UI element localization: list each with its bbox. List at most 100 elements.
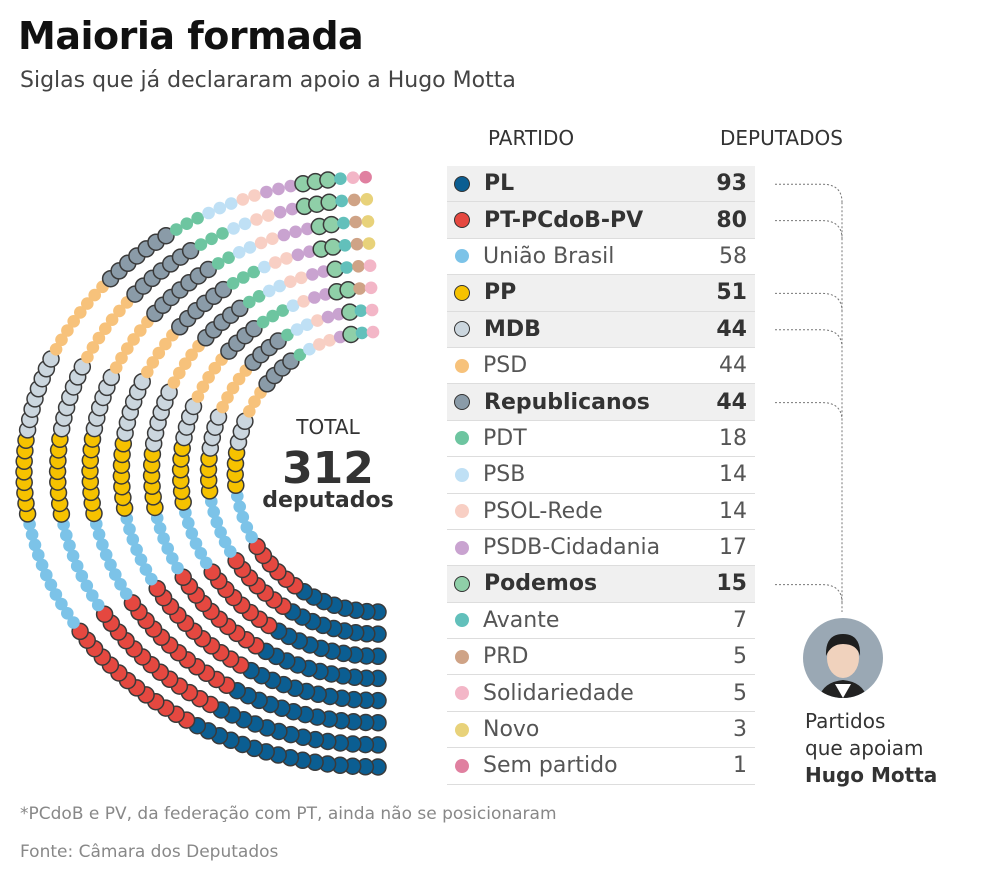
seat-dot — [60, 528, 73, 542]
party-row: PSD 44 — [447, 348, 755, 385]
seat-dot — [295, 271, 308, 285]
seat-dot — [214, 526, 227, 539]
seat-dot — [216, 400, 229, 414]
seat-dot — [221, 391, 234, 404]
seat-dot — [323, 334, 336, 347]
seat-dot — [152, 346, 166, 360]
seat-dot — [199, 260, 217, 279]
source: Fonte: Câmara dos Deputados — [20, 842, 279, 862]
seat-dot — [247, 265, 260, 279]
seat-dot — [109, 568, 122, 581]
party-color-dot — [455, 249, 469, 264]
seat-dot — [260, 185, 273, 199]
seat-dot — [227, 222, 240, 235]
party-seats: 5 — [733, 680, 747, 706]
party-seats: 3 — [733, 717, 747, 743]
seat-dot — [256, 315, 270, 329]
seat-dot — [134, 553, 148, 566]
party-seats: 14 — [719, 462, 747, 488]
seat-dot — [350, 237, 364, 251]
seat-dot — [254, 236, 268, 250]
connector-line — [775, 292, 843, 312]
seat-dot — [269, 256, 282, 269]
page-title: Maioria formada — [18, 14, 364, 58]
seat-dot — [361, 215, 375, 228]
party-name: PSB — [483, 462, 526, 488]
party-seats: 7 — [733, 607, 747, 633]
supporters-caption: Partidos que apoiam Hugo Motta — [805, 708, 937, 789]
party-row: Novo 3 — [447, 712, 755, 749]
seat-dot — [96, 538, 109, 551]
seat-dot — [216, 227, 229, 240]
seat-dot — [74, 306, 87, 319]
total-label: TOTAL — [296, 415, 360, 439]
seat-dot — [202, 206, 215, 220]
party-color-dot — [455, 722, 469, 737]
seat-dot — [86, 341, 100, 354]
seat-dot — [277, 228, 291, 242]
seat-dot — [245, 530, 258, 544]
seat-dot — [248, 395, 261, 409]
seat-dot — [366, 325, 380, 339]
party-seats: 14 — [719, 498, 747, 524]
seat-dot — [119, 587, 133, 600]
party-name: PL — [484, 171, 515, 197]
party-color-dot — [454, 575, 470, 592]
seat-dot — [127, 333, 140, 346]
seat-dot — [49, 588, 63, 601]
seat-dot — [88, 288, 101, 302]
seat-dot — [286, 299, 300, 313]
party-seats: 44 — [719, 353, 747, 379]
party-name: Sem partido — [483, 753, 618, 779]
seat-dot — [182, 516, 195, 530]
seat-dot — [272, 182, 285, 196]
party-table: PL 93 PT-PCdoB-PV 80 União Brasil 58 PP 51 MDB 44… — [447, 166, 755, 785]
party-name: Republicanos — [484, 389, 650, 415]
seat-dot — [109, 361, 123, 374]
seat-dot — [81, 297, 94, 310]
party-color-dot — [455, 358, 469, 373]
seat-dot — [114, 578, 127, 591]
seat-dot — [180, 217, 194, 230]
seat-dot — [347, 193, 361, 207]
party-seats: 18 — [719, 425, 747, 451]
seat-dot — [291, 248, 305, 262]
seat-dot — [338, 239, 352, 252]
party-name: PP — [484, 280, 517, 306]
seat-dot — [81, 350, 94, 364]
party-seats: 44 — [716, 316, 747, 342]
party-seats: 80 — [716, 207, 747, 233]
party-row: MDB 44 — [447, 311, 755, 348]
seat-dot — [134, 324, 147, 337]
seat-dot — [248, 189, 261, 202]
seat-dot — [232, 372, 246, 386]
seat-dot — [211, 257, 225, 270]
seat-dot — [319, 171, 337, 189]
seat-dot — [236, 510, 250, 524]
seat-dot — [297, 295, 310, 308]
seat-dot — [115, 351, 128, 365]
connector-line — [775, 402, 843, 421]
seat-dot — [303, 342, 316, 356]
party-color-dot — [454, 394, 470, 411]
party-color-dot — [455, 467, 469, 482]
seat-dot — [306, 268, 319, 281]
seat-dot — [99, 322, 112, 336]
seat-dot — [335, 194, 349, 208]
seat-dot — [243, 295, 256, 309]
seat-dot — [240, 521, 254, 534]
party-name: PSD — [483, 353, 528, 379]
seat-dot — [205, 232, 218, 246]
seat-dot — [207, 505, 220, 519]
seat-dot — [243, 241, 257, 254]
seat-dot — [157, 226, 175, 245]
seat-dot — [281, 328, 294, 342]
seat-dot — [226, 277, 240, 290]
caption-line2: que apoiam — [805, 736, 924, 760]
party-row: PDT 18 — [447, 421, 755, 458]
party-color-dot — [455, 758, 469, 773]
seat-dot — [86, 589, 99, 602]
seat-dot — [130, 543, 143, 556]
seat-dot — [194, 238, 208, 251]
